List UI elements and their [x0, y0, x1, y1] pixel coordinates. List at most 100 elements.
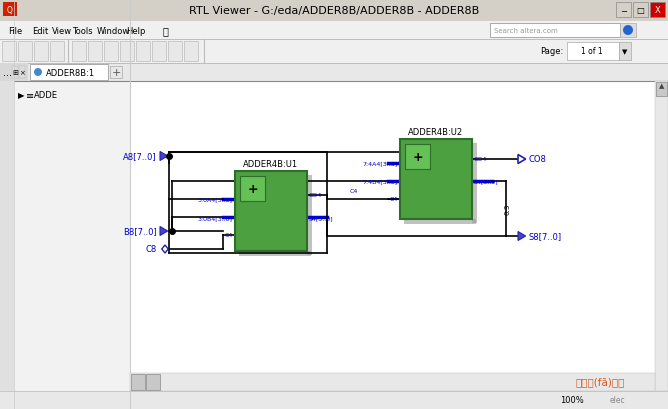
- Text: ▼: ▼: [623, 49, 628, 55]
- Text: 7:4B4[3..0]: 7:4B4[3..0]: [363, 179, 398, 184]
- Text: +: +: [247, 183, 258, 196]
- Text: C8: C8: [146, 245, 157, 254]
- Text: A8[7..0]: A8[7..0]: [124, 152, 157, 161]
- Bar: [2, 42, 16, 62]
- Bar: [0, 391, 668, 409]
- Polygon shape: [160, 227, 168, 236]
- Text: File: File: [8, 27, 22, 36]
- Bar: [567, 43, 619, 61]
- Bar: [110, 67, 122, 79]
- Bar: [400, 139, 472, 220]
- Text: Search altera.com: Search altera.com: [494, 28, 558, 34]
- Bar: [0, 64, 28, 82]
- Text: Help: Help: [126, 27, 146, 36]
- Text: Edit: Edit: [32, 27, 48, 36]
- Bar: [619, 43, 631, 61]
- Bar: [0, 22, 668, 40]
- Text: B8[7..0]: B8[7..0]: [124, 227, 157, 236]
- Bar: [656, 83, 667, 97]
- Text: ▲: ▲: [659, 83, 664, 89]
- Text: 3:0B4[3..0]: 3:0B4[3..0]: [198, 216, 233, 220]
- Text: Window: Window: [97, 27, 130, 36]
- Text: Q: Q: [7, 6, 13, 15]
- Bar: [472, 144, 477, 223]
- Bar: [50, 42, 64, 62]
- Bar: [235, 172, 307, 252]
- Text: ADDER4B:U2: ADDER4B:U2: [408, 128, 464, 137]
- Text: C4: C4: [224, 233, 233, 238]
- Bar: [130, 82, 655, 391]
- Text: 3:0A4[3..0]: 3:0A4[3..0]: [198, 197, 233, 202]
- Text: ≡: ≡: [26, 91, 34, 101]
- Bar: [136, 42, 150, 62]
- Bar: [405, 145, 430, 170]
- Text: ⊞: ⊞: [12, 70, 18, 76]
- Bar: [88, 42, 102, 62]
- Polygon shape: [518, 155, 526, 164]
- Bar: [0, 40, 668, 64]
- Bar: [12, 67, 18, 79]
- Text: View: View: [52, 27, 72, 36]
- Text: +: +: [112, 68, 121, 78]
- Bar: [0, 0, 668, 22]
- Bar: [404, 220, 476, 225]
- Text: Page:: Page:: [540, 47, 563, 56]
- Bar: [34, 42, 48, 62]
- Bar: [104, 42, 118, 62]
- Text: ─: ─: [621, 6, 626, 15]
- Text: 100%: 100%: [560, 396, 584, 405]
- Text: ADDER8B:1: ADDER8B:1: [46, 68, 95, 77]
- Text: X: X: [655, 6, 661, 15]
- Text: 0:3: 0:3: [505, 203, 511, 214]
- Bar: [18, 42, 32, 62]
- Bar: [19, 67, 25, 79]
- Bar: [0, 82, 14, 391]
- Text: RTL Viewer - G:/eda/ADDER8B/ADDER8B - ADDER8B: RTL Viewer - G:/eda/ADDER8B/ADDER8B - AD…: [189, 6, 479, 16]
- Text: CO4: CO4: [309, 193, 323, 198]
- Text: □: □: [637, 6, 645, 15]
- Text: C4: C4: [389, 197, 398, 202]
- Bar: [307, 175, 312, 255]
- Bar: [240, 177, 265, 202]
- Bar: [184, 42, 198, 62]
- Text: ▶: ▶: [18, 91, 25, 100]
- Polygon shape: [160, 152, 168, 161]
- Bar: [146, 374, 160, 390]
- Text: CO8: CO8: [529, 155, 547, 164]
- Bar: [0, 64, 668, 82]
- Text: S4[3..0]: S4[3..0]: [309, 216, 333, 220]
- Bar: [490, 24, 620, 38]
- Text: +: +: [412, 151, 423, 164]
- Polygon shape: [162, 245, 168, 254]
- Text: S4[3..0]: S4[3..0]: [474, 179, 498, 184]
- Text: 電子發(fā)燒友: 電子發(fā)燒友: [575, 376, 625, 386]
- Text: 🖈: 🖈: [163, 26, 169, 36]
- Text: S8[7..0]: S8[7..0]: [529, 232, 562, 241]
- Bar: [620, 24, 636, 38]
- Bar: [168, 42, 182, 62]
- Text: ADDE: ADDE: [34, 91, 58, 100]
- Text: elec: elec: [610, 396, 626, 405]
- Text: ×: ×: [19, 70, 25, 76]
- Text: 7:4A4[3..0]: 7:4A4[3..0]: [363, 161, 398, 166]
- Bar: [239, 252, 311, 256]
- Text: ADDER4B:U1: ADDER4B:U1: [243, 160, 299, 169]
- Bar: [120, 42, 134, 62]
- Bar: [655, 82, 668, 391]
- Bar: [131, 374, 145, 390]
- Text: CO4: CO4: [474, 157, 488, 162]
- Bar: [3, 3, 17, 17]
- Text: C4: C4: [349, 189, 357, 194]
- Bar: [633, 3, 648, 18]
- Bar: [130, 373, 655, 391]
- Polygon shape: [518, 232, 526, 241]
- Bar: [152, 42, 166, 62]
- Bar: [616, 3, 631, 18]
- Bar: [72, 42, 86, 62]
- Bar: [30, 65, 108, 81]
- Bar: [650, 3, 665, 18]
- Circle shape: [34, 69, 42, 77]
- Bar: [0, 82, 130, 391]
- Circle shape: [623, 26, 633, 36]
- Text: 1 of 1: 1 of 1: [581, 47, 603, 56]
